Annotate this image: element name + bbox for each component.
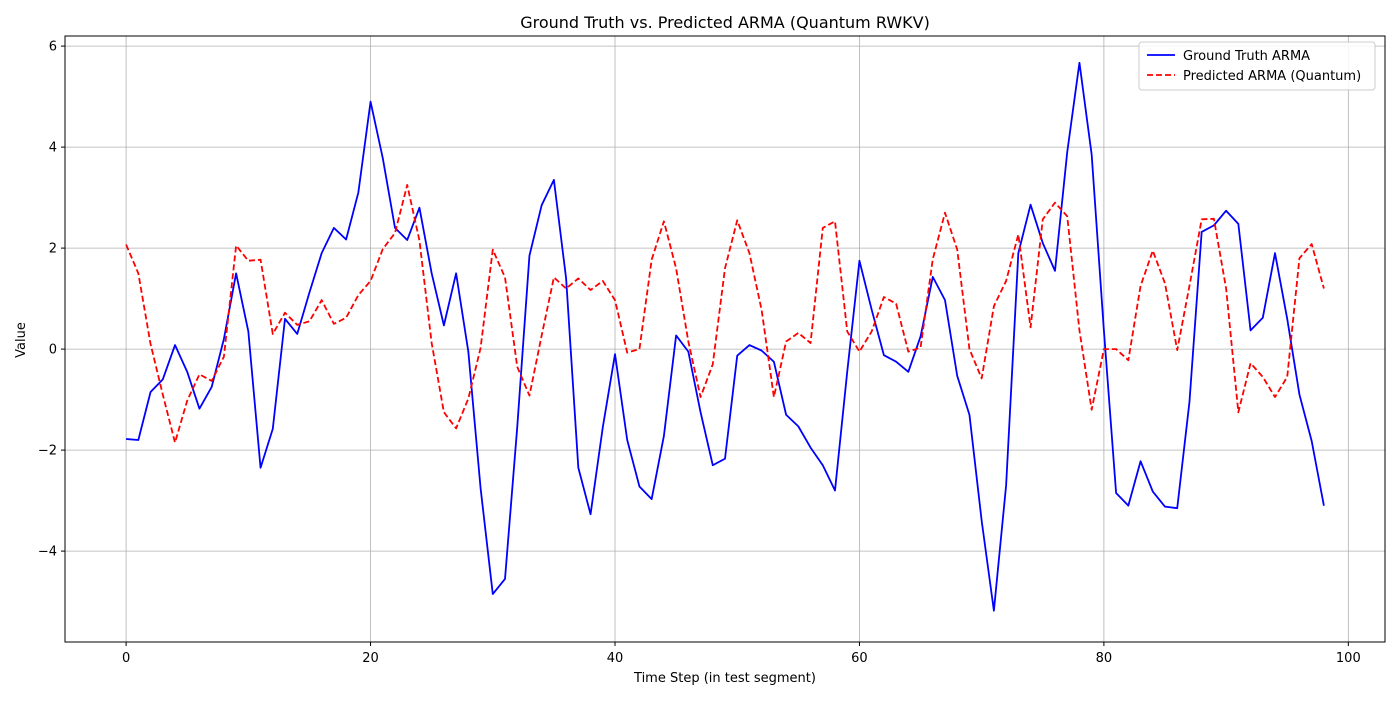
legend-box: [1138, 41, 1376, 91]
x-tick-label: 80: [1096, 651, 1113, 666]
axis-ticks: 0 20 40 60 80 100 −4 −2 0 2 4 6: [38, 40, 1361, 666]
x-axis-label: Time Step (in test segment): [633, 671, 816, 686]
series-line-predicted: [125, 184, 1325, 444]
x-tick-label: 20: [362, 651, 379, 666]
y-axis-label: Value: [14, 322, 29, 358]
series-lines: [125, 61, 1325, 612]
legend-label: Ground Truth ARMA: [1183, 49, 1310, 64]
x-tick-label: 60: [851, 651, 868, 666]
plot-area-frame: [64, 35, 1386, 643]
y-tick-label: −4: [38, 545, 57, 560]
y-tick-label: 6: [49, 40, 57, 55]
x-tick-label: 0: [122, 651, 130, 666]
legend-label: Predicted ARMA (Quantum): [1183, 69, 1361, 84]
y-tick-label: −2: [38, 444, 57, 459]
x-tick-label: 40: [607, 651, 624, 666]
y-tick-label: 4: [49, 141, 57, 156]
series-line-ground-truth: [126, 61, 1325, 612]
x-tick-label: 100: [1336, 651, 1361, 666]
y-tick-label: 0: [49, 343, 57, 358]
chart-title: Ground Truth vs. Predicted ARMA (Quantum…: [520, 13, 930, 32]
legend: Ground Truth ARMA Predicted ARMA (Quantum…: [1138, 41, 1376, 91]
y-tick-label: 2: [49, 242, 57, 257]
